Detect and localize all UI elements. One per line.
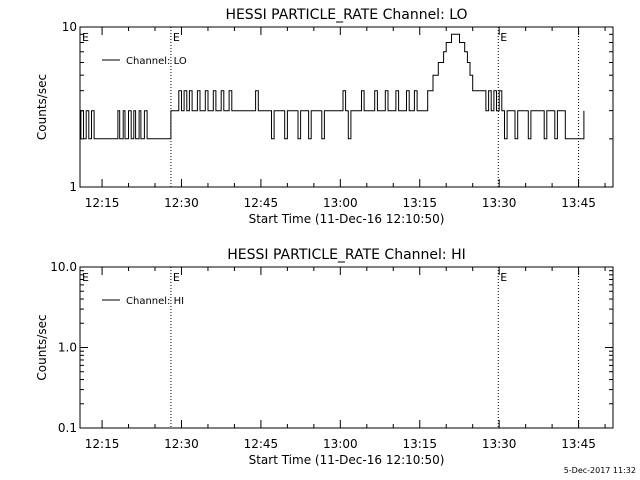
panel-2-y-tick-label: 0.1 <box>58 421 77 435</box>
panel-2-event-marker-label: E <box>500 271 507 284</box>
panel-2-x-tick-label: 13:00 <box>323 437 358 451</box>
panel-1-x-tick-label: 13:30 <box>482 196 517 210</box>
panel-2-x-tick-label: 12:15 <box>85 437 120 451</box>
panel-2-legend-entry: Channel: HI <box>126 296 184 307</box>
panel-2-x-tick-label: 12:30 <box>164 437 199 451</box>
panel-1-x-tick-label: 13:00 <box>323 196 358 210</box>
panel-2-y-tick-label: 1.0 <box>58 341 77 355</box>
panel-1-legend-entry: Channel: LO <box>126 56 187 67</box>
panel-2-y-axis-label: Counts/sec <box>35 314 49 380</box>
panel-1-title: HESSI PARTICLE_RATE Channel: LO <box>225 7 467 23</box>
panel-1-x-tick-label: 13:15 <box>402 196 437 210</box>
panel-1-x-tick-label: 13:45 <box>561 196 596 210</box>
panel-1-x-axis-label: Start Time (11-Dec-16 12:10:50) <box>249 212 445 226</box>
panel-2-title: HESSI PARTICLE_RATE Channel: HI <box>227 247 465 263</box>
panel-1-start-marker-label: E <box>82 31 89 44</box>
panel-2-x-tick-label: 13:15 <box>402 437 437 451</box>
panel-1-x-tick-label: 12:15 <box>85 196 120 210</box>
panel-1-x-tick-label: 12:45 <box>244 196 279 210</box>
panel-1-series-line <box>80 33 585 140</box>
plot-timestamp: 5-Dec-2017 11:32 <box>563 466 636 475</box>
panel-2-x-axis-label: Start Time (11-Dec-16 12:10:50) <box>249 453 445 467</box>
panel-1-plot-frame <box>79 26 614 188</box>
panel-2-event-marker-label: E <box>173 271 180 284</box>
panel-1-y-axis-label: Counts/sec <box>35 74 49 140</box>
panel-2-x-tick-label: 13:45 <box>561 437 596 451</box>
panel-2-x-tick-label: 12:45 <box>244 437 279 451</box>
panel-1-y-tick-label: 1 <box>69 180 77 194</box>
panel-1-x-tick-label: 12:30 <box>164 196 199 210</box>
panel-2-start-marker-label: E <box>82 271 89 284</box>
panel-1-event-marker-label: E <box>173 31 180 44</box>
panel-2-y-tick-label: 10.0 <box>50 260 77 274</box>
panel-2-x-tick-label: 13:30 <box>482 437 517 451</box>
panel-2-plot-frame <box>79 266 614 429</box>
panel-1-y-tick-label: 10 <box>62 20 77 34</box>
panel-1-event-marker-label: E <box>500 31 507 44</box>
